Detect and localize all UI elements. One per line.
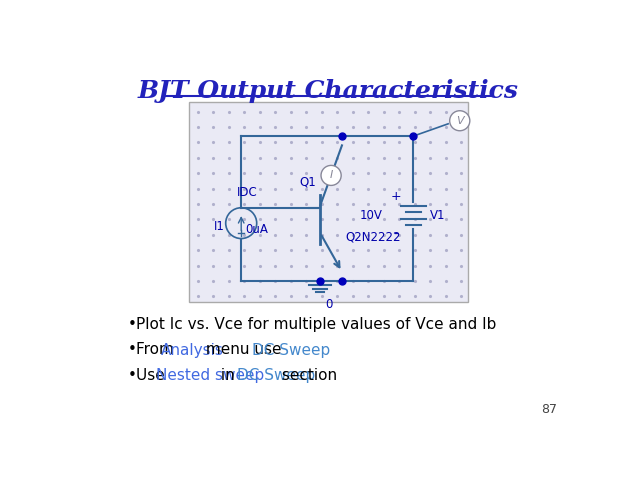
Text: •: • [128, 317, 137, 332]
Text: IDC: IDC [237, 185, 258, 199]
Text: I1: I1 [214, 220, 225, 233]
Text: 87: 87 [541, 403, 557, 416]
Text: section: section [277, 368, 337, 383]
Text: I: I [330, 170, 333, 180]
Text: From: From [136, 343, 179, 358]
Text: DC Sweep: DC Sweep [237, 368, 315, 383]
Text: Q2N2222: Q2N2222 [345, 231, 401, 244]
Text: Use: Use [136, 368, 170, 383]
Text: BJT Output Characteristics: BJT Output Characteristics [138, 79, 518, 103]
Circle shape [321, 166, 341, 185]
Text: •: • [128, 368, 137, 383]
Text: Plot Ic vs. Vce for multiple values of Vce and Ib: Plot Ic vs. Vce for multiple values of V… [136, 317, 496, 332]
Text: Q1: Q1 [300, 176, 316, 189]
Text: DC Sweep: DC Sweep [252, 343, 330, 358]
Text: menu use: menu use [202, 343, 287, 358]
Text: +: + [391, 190, 401, 203]
Circle shape [450, 111, 470, 131]
Text: V1: V1 [430, 209, 446, 222]
Text: 10V: 10V [359, 209, 382, 222]
Text: 0uA: 0uA [245, 223, 268, 236]
Bar [189, 102, 467, 302]
Text: -: - [394, 228, 399, 242]
Text: Analysis: Analysis [161, 343, 224, 358]
Text: 0: 0 [325, 298, 332, 311]
Text: Nested sweep: Nested sweep [156, 368, 264, 383]
Text: V: V [456, 116, 463, 126]
Text: in: in [216, 368, 240, 383]
Text: •: • [128, 343, 137, 358]
